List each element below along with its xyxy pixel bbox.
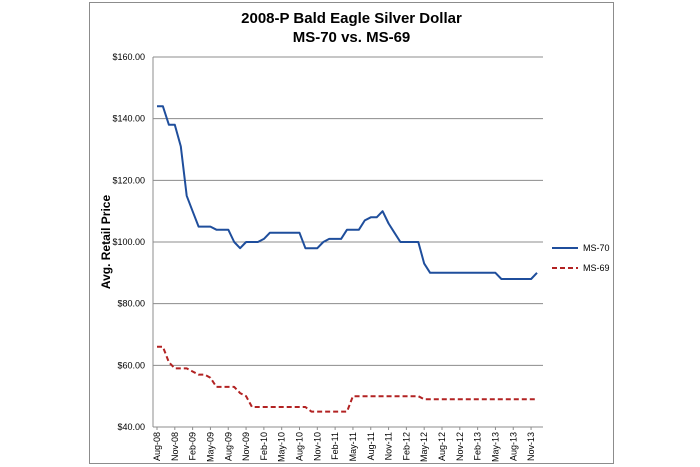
- chart-subtitle: MS-70 vs. MS-69: [292, 29, 411, 46]
- x-tick-label: Feb-11: [330, 432, 340, 460]
- x-tick-label: Aug-13: [508, 432, 518, 461]
- x-tick-label: May-11: [348, 432, 358, 461]
- chart-title: 2008-P Bald Eagle Silver Dollar: [241, 10, 462, 27]
- legend: MS-70 MS-69: [552, 243, 610, 273]
- x-tick-label: Feb-13: [473, 432, 483, 461]
- y-tick-label: $100.00: [112, 237, 145, 247]
- x-tick-label: Nov-10: [312, 432, 322, 461]
- series-line-ms-70: [157, 105, 538, 280]
- x-tick-label: May-13: [490, 432, 500, 462]
- x-tick-label: Aug-12: [437, 432, 447, 461]
- axes: [152, 57, 543, 428]
- y-axis-ticks: $40.00 $60.00 $80.00 $100.00 $120.00 $140.00 $…: [112, 52, 145, 432]
- x-axis-ticks: Aug-08 Nov-08 Feb-09 May-09 Aug-09 Nov-09 Feb-…: [152, 427, 536, 462]
- gridlines: [153, 56, 543, 428]
- x-tick-label: Aug-11: [366, 432, 376, 460]
- y-tick-label: $120.00: [112, 175, 145, 185]
- x-tick-label: Feb-12: [401, 432, 411, 461]
- legend-label-ms-69: MS-69: [583, 263, 610, 273]
- x-tick-label: Feb-10: [259, 432, 269, 461]
- y-axis-label: Avg. Retail Price: [99, 195, 113, 290]
- y-tick-label: $160.00: [112, 52, 145, 62]
- x-tick-label: May-12: [419, 432, 429, 462]
- x-tick-label: Nov-11: [384, 432, 394, 460]
- y-tick-label: $60.00: [117, 360, 145, 370]
- x-tick-label: May-10: [277, 432, 287, 462]
- chart-area: [89, 2, 614, 464]
- y-tick-label: $140.00: [112, 114, 145, 124]
- x-tick-label: Nov-09: [241, 432, 251, 461]
- x-tick-label: Aug-08: [152, 432, 162, 461]
- x-tick-label: Feb-09: [188, 432, 198, 461]
- x-tick-label: Aug-09: [223, 432, 233, 461]
- y-tick-label: $40.00: [117, 422, 145, 432]
- x-tick-label: Nov-13: [526, 432, 536, 461]
- x-tick-label: Aug-10: [295, 432, 305, 461]
- x-tick-label: May-09: [205, 432, 215, 462]
- series-lines: [157, 105, 538, 413]
- series-line-ms-69: [157, 345, 537, 413]
- x-tick-label: Nov-08: [170, 432, 180, 461]
- y-tick-label: $80.00: [117, 299, 145, 309]
- x-tick-label: Nov-12: [455, 432, 465, 461]
- chart-title-block: 2008-P Bald Eagle Silver Dollar MS-70 vs…: [89, 9, 614, 47]
- legend-label-ms-70: MS-70: [583, 243, 610, 253]
